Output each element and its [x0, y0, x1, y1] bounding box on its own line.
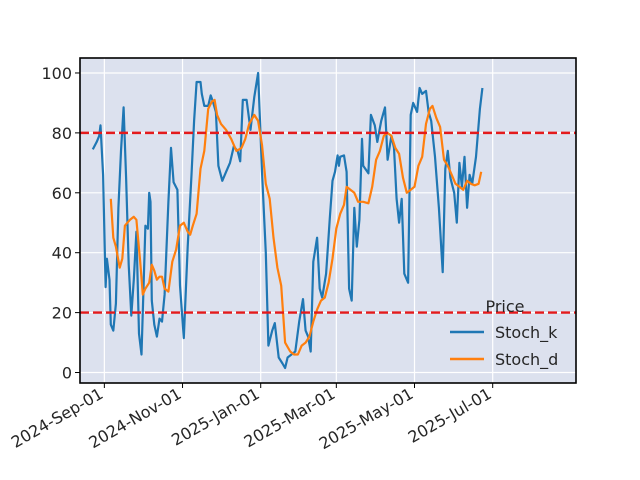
y-tick-label: 80 [52, 124, 72, 143]
y-tick-label: 0 [62, 364, 72, 383]
plot-frame [79, 57, 577, 384]
reference-lines [80, 131, 576, 314]
y-axis-ticks: 0 20 40 60 80 100 [41, 64, 80, 383]
series-lines [91, 71, 484, 370]
y-tick-label: 60 [52, 184, 72, 203]
y-tick-label: 20 [52, 304, 72, 323]
legend-title: Price [485, 297, 524, 316]
y-tick-label: 100 [41, 64, 72, 83]
series-line-stoch_k [91, 71, 484, 370]
x-tick-label: 2025-Jul-01 [405, 384, 495, 447]
legend: Price Stoch_k Stoch_d [450, 297, 558, 370]
legend-label-stoch_k: Stoch_k [495, 323, 558, 343]
y-tick-label: 40 [52, 244, 72, 263]
plot-background [80, 58, 576, 383]
x-axis-ticks: 2024-Sep-012024-Nov-012025-Jan-012025-Ma… [8, 383, 495, 453]
legend-label-stoch_d: Stoch_d [495, 350, 558, 370]
series-line-stoch_d [109, 98, 483, 356]
